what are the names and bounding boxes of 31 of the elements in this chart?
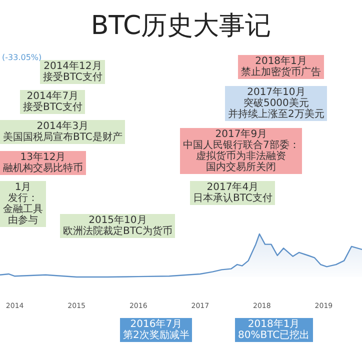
text: 接受BTC支付 xyxy=(43,72,102,83)
text: 1月 xyxy=(14,182,32,193)
text: 2014年3月 xyxy=(36,121,90,132)
text: 2018年1月 xyxy=(255,56,307,67)
text: 中国人民银行联合7部委： xyxy=(183,140,300,151)
text: 80%BTC已挖出 xyxy=(238,330,310,341)
text: 2015年10月 xyxy=(88,215,147,226)
text: 2014年7月 xyxy=(26,91,80,102)
text: 第2次奖励减半 xyxy=(123,330,190,341)
text: 发行： xyxy=(7,193,39,204)
text: 接受BTC支付 xyxy=(23,102,82,113)
text: 虚拟货币为非法融资 xyxy=(195,151,288,162)
text: 融机构交易比特币 xyxy=(3,163,83,174)
text: (-33.05%) xyxy=(2,52,42,63)
text: 并持续上涨至2万美元 xyxy=(228,109,324,120)
text: 国内交易所关闭 xyxy=(205,162,278,173)
text: 突破5000美元 xyxy=(243,98,309,109)
text: 2014年12月 xyxy=(44,61,102,72)
text: 2016年7月 xyxy=(129,319,182,330)
text: 日本承认BTC支付 xyxy=(193,193,272,204)
annotation: 欧洲法院裁定BTC为货币 xyxy=(63,226,172,237)
text: 2017年4月 xyxy=(206,182,259,193)
text: 2017年9月 xyxy=(214,129,268,140)
text: 2017年10月 xyxy=(247,87,306,98)
chart-title: BTC历史大事记 xyxy=(90,10,272,43)
text: 由参与 xyxy=(7,215,39,226)
text: 禁止加密货币广告 xyxy=(241,67,321,78)
text: 金融工具 xyxy=(3,204,43,215)
text: 2018年1月 xyxy=(246,319,300,330)
text: 13年12月 xyxy=(20,152,66,163)
text: 美国国税局宣布BTC是财产 xyxy=(3,132,122,143)
